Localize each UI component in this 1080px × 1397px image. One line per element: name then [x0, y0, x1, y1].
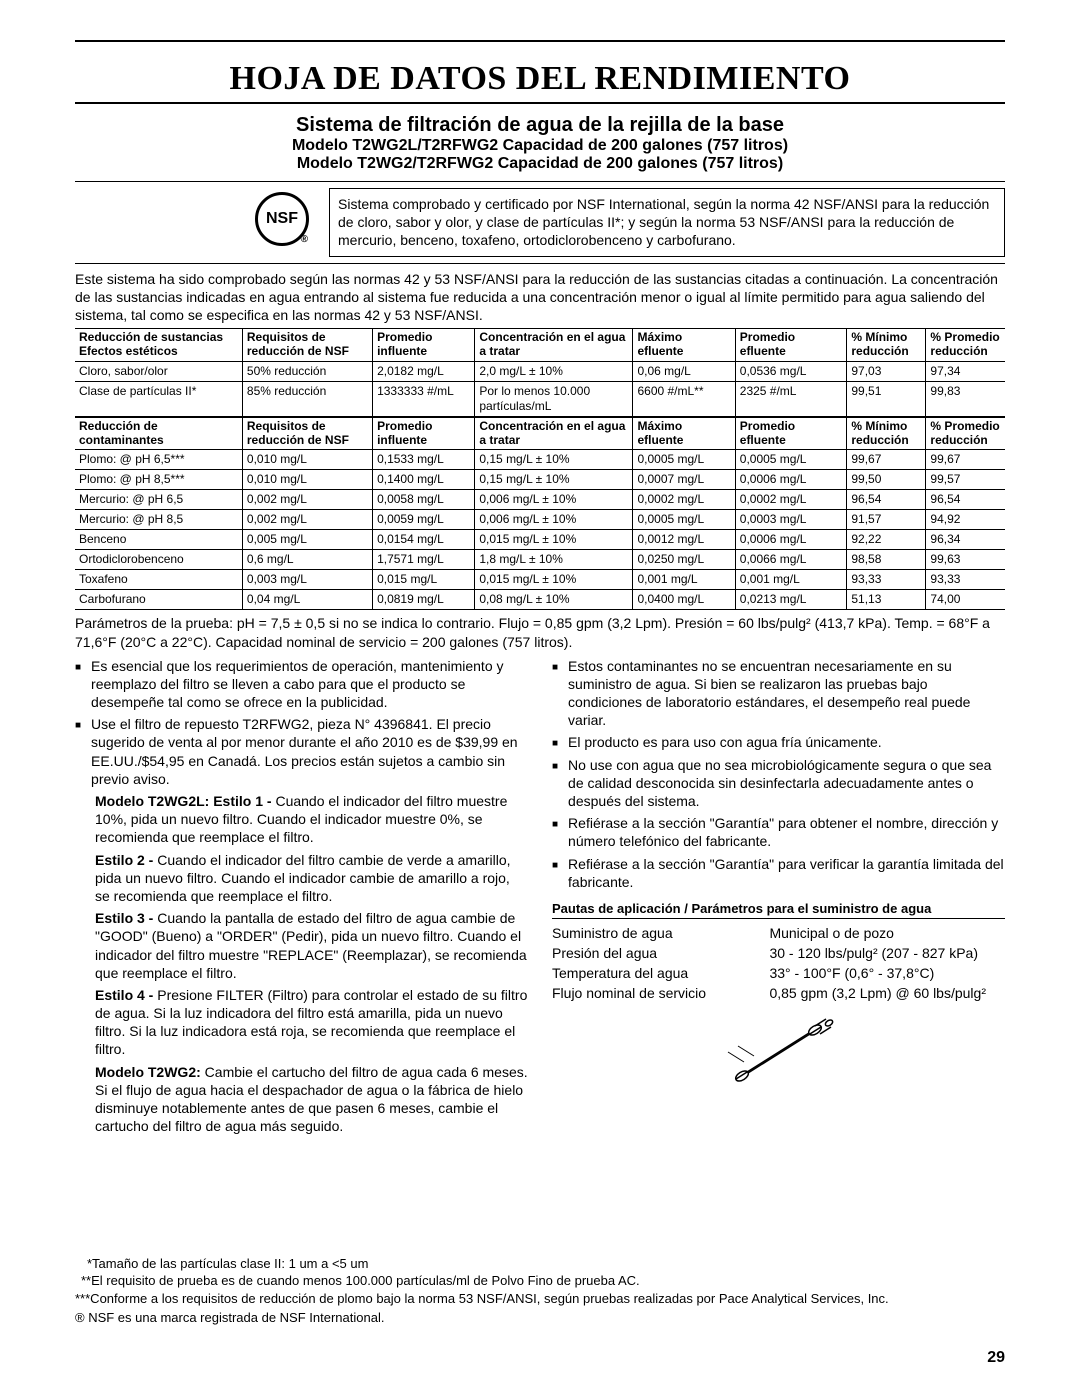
footnote-3: ***Conforme a los requisitos de reducció…: [75, 1290, 1005, 1308]
style-paragraph: Estilo 3 - Cuando la pantalla de estado …: [95, 909, 528, 982]
aesthetics-table: Reducción de sustancias Efectos estético…: [75, 328, 1005, 417]
style-paragraph: Modelo T2WG2: Cambie el cartucho del fil…: [95, 1063, 528, 1136]
table-row: Benceno0,005 mg/L0,0154 mg/L0,015 mg/L ±…: [75, 530, 1005, 550]
table-row: Plomo: @ pH 8,5***0,010 mg/L0,1400 mg/L0…: [75, 470, 1005, 490]
subtitle-3: Modelo T2WG2/T2RFWG2 Capacidad de 200 ga…: [75, 155, 1005, 173]
table-header: Concentración en el agua a tratar: [475, 329, 633, 362]
table-header: Promedio efluente: [735, 417, 847, 450]
contaminants-table: Reducción de contaminantesRequisitos de …: [75, 417, 1005, 611]
left-bullet-list: Es esencial que los requerimientos de op…: [75, 657, 528, 788]
certification-box: Sistema comprobado y certificado por NSF…: [329, 188, 1005, 257]
page-title: HOJA DE DATOS DEL RENDIMIENTO: [75, 60, 1005, 98]
style-paragraph: Estilo 4 - Presione FILTER (Filtro) para…: [95, 986, 528, 1059]
cert-underline: [75, 263, 1005, 264]
nsf-logo-text: NSF: [266, 210, 298, 228]
table-row: Temperatura del agua33° - 100°F (0,6° - …: [552, 963, 1005, 983]
guidelines-heading: Pautas de aplicación / Parámetros para e…: [552, 901, 1005, 919]
top-rule: [75, 40, 1005, 42]
table-header: Máximo efluente: [633, 329, 735, 362]
list-item: Refiérase a la sección "Garantía" para v…: [552, 855, 1005, 891]
list-item: El producto es para uso con agua fría ún…: [552, 733, 1005, 751]
table-header: Máximo efluente: [633, 417, 735, 450]
list-item: No use con agua que no sea microbiológic…: [552, 756, 1005, 811]
footnote-2: **El requisito de prueba es de cuando me…: [81, 1272, 1005, 1290]
table-header: Requisitos de reducción de NSF: [242, 417, 372, 450]
table-row: Clase de partículas II*85% reducción1333…: [75, 381, 1005, 416]
list-item: Use el filtro de repuesto T2RFWG2, pieza…: [75, 715, 528, 788]
table-header: Reducción de contaminantes: [75, 417, 242, 450]
page-number: 29: [987, 1349, 1005, 1367]
table-header: Promedio influente: [373, 417, 475, 450]
table-row: Presión del agua30 - 120 lbs/pulg² (207 …: [552, 943, 1005, 963]
list-item: Estos contaminantes no se encuentran nec…: [552, 657, 1005, 730]
table-header: Requisitos de reducción de NSF: [242, 329, 372, 362]
test-params: Parámetros de la prueba: pH = 7,5 ± 0,5 …: [75, 614, 1005, 650]
table-header: Concentración en el agua a tratar: [475, 417, 633, 450]
table-row: Suministro de aguaMunicipal o de pozo: [552, 923, 1005, 943]
filter-cartridge-icon: [714, 1014, 844, 1104]
table-row: Mercurio: @ pH 6,50,002 mg/L0,0058 mg/L0…: [75, 490, 1005, 510]
subtitle-underline: [75, 181, 1005, 182]
table-header: Reducción de sustancias Efectos estético…: [75, 329, 242, 362]
intro-paragraph: Este sistema ha sido comprobado según la…: [75, 270, 1005, 325]
table-row: Toxafeno0,003 mg/L0,015 mg/L0,015 mg/L ±…: [75, 570, 1005, 590]
table-header: % Mínimo reducción: [847, 329, 926, 362]
table-header: % Promedio reducción: [926, 417, 1005, 450]
table-row: Ortodiclorobenceno0,6 mg/L1,7571 mg/L1,8…: [75, 550, 1005, 570]
table-row: Cloro, sabor/olor50% reducción2,0182 mg/…: [75, 361, 1005, 381]
nsf-logo-icon: NSF ®: [255, 192, 309, 246]
style-paragraph: Estilo 2 - Cuando el indicador del filtr…: [95, 851, 528, 906]
guidelines-table: Suministro de aguaMunicipal o de pozoPre…: [552, 923, 1005, 1004]
table-header: Promedio efluente: [735, 329, 847, 362]
table-row: Plomo: @ pH 6,5***0,010 mg/L0,1533 mg/L0…: [75, 450, 1005, 470]
subtitle-1: Sistema de filtración de agua de la reji…: [75, 114, 1005, 137]
table-header: % Mínimo reducción: [847, 417, 926, 450]
subtitle-2: Modelo T2WG2L/T2RFWG2 Capacidad de 200 g…: [75, 137, 1005, 155]
trademark-note: ® NSF es una marca registrada de NSF Int…: [75, 1309, 1005, 1327]
table-row: Carbofurano0,04 mg/L0,0819 mg/L0,08 mg/L…: [75, 590, 1005, 610]
right-bullet-list: Estos contaminantes no se encuentran nec…: [552, 657, 1005, 891]
table-row: Flujo nominal de servicio0,85 gpm (3,2 L…: [552, 983, 1005, 1003]
title-underline: [75, 102, 1005, 104]
table-row: Mercurio: @ pH 8,50,002 mg/L0,0059 mg/L0…: [75, 510, 1005, 530]
table-header: Promedio influente: [373, 329, 475, 362]
footnotes: *Tamaño de las partículas clase II: 1 um…: [75, 1255, 1005, 1327]
list-item: Refiérase a la sección "Garantía" para o…: [552, 814, 1005, 850]
list-item: Es esencial que los requerimientos de op…: [75, 657, 528, 712]
style-paragraph: Modelo T2WG2L: Estilo 1 - Cuando el indi…: [95, 792, 528, 847]
table-header: % Promedio reducción: [926, 329, 1005, 362]
footnote-1: *Tamaño de las partículas clase II: 1 um…: [87, 1255, 1005, 1273]
